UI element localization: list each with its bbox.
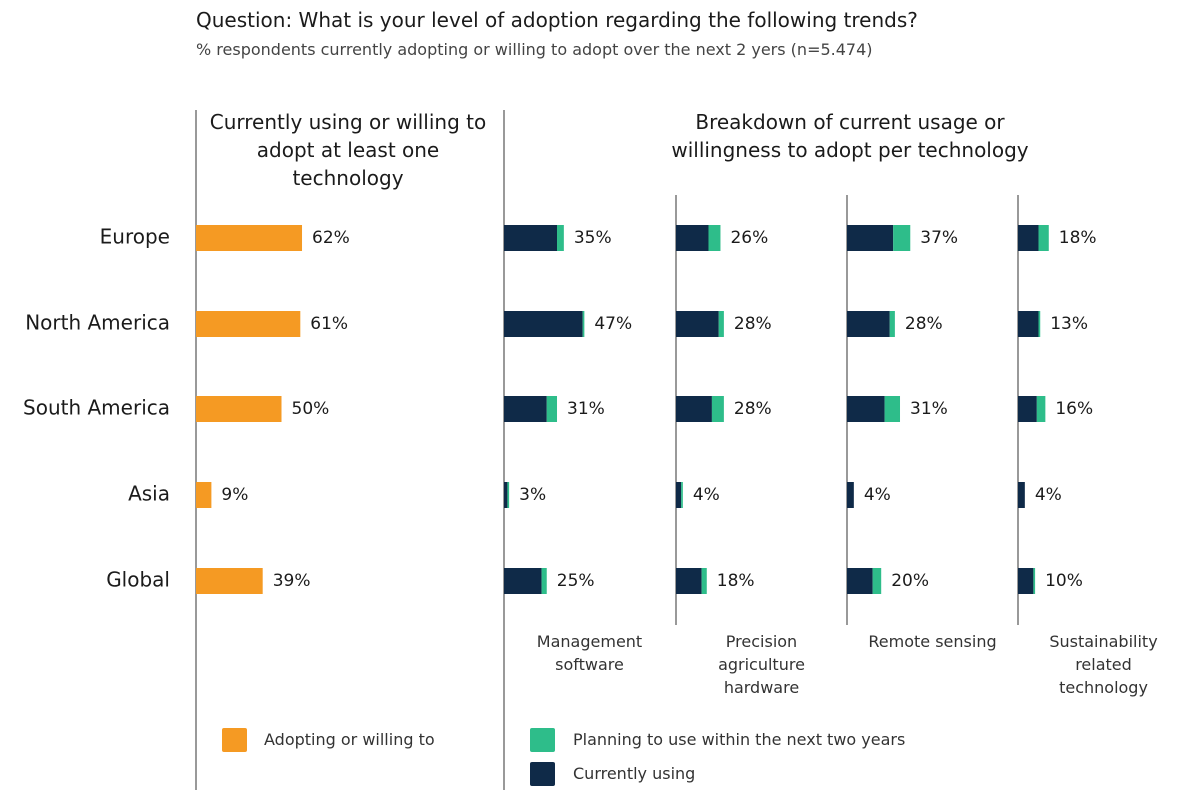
bar	[196, 311, 301, 337]
tech-label: Sustainability related technology	[1049, 632, 1158, 697]
bar-segment	[504, 482, 508, 508]
total-label: 31%	[567, 399, 605, 419]
total-label: 31%	[910, 399, 948, 419]
bar-segment	[847, 311, 890, 337]
bar-segment	[884, 396, 901, 422]
bar-segment	[676, 311, 719, 337]
bar-segment	[507, 482, 510, 508]
total-label: 4%	[1035, 485, 1062, 505]
total-label: 37%	[920, 228, 958, 248]
total-label: 26%	[730, 228, 768, 248]
legend-swatch	[530, 762, 555, 786]
bar-segment	[893, 225, 911, 251]
bar-segment	[708, 225, 721, 251]
value-label: 61%	[310, 314, 348, 334]
bar-segment	[847, 396, 885, 422]
panel-title: Currently using or willing to adopt at l…	[209, 110, 487, 190]
bar-segment	[1038, 311, 1041, 337]
bar-segment	[701, 568, 707, 594]
bar	[196, 568, 263, 594]
total-label: 3%	[519, 485, 546, 505]
bar-segment	[504, 396, 547, 422]
bar-segment	[676, 225, 709, 251]
total-label: 20%	[891, 571, 929, 591]
total-label: 18%	[717, 571, 755, 591]
legend-label: Adopting or willing to	[264, 730, 435, 749]
category-label: Global	[106, 568, 170, 592]
total-label: 13%	[1050, 314, 1088, 334]
category-label: South America	[23, 396, 170, 420]
bar-segment	[1036, 396, 1046, 422]
total-label: 25%	[557, 571, 595, 591]
bar-segment	[582, 311, 585, 337]
total-label: 4%	[864, 485, 891, 505]
bar-segment	[504, 225, 558, 251]
panel-title: Breakdown of current usage or willingnes…	[671, 110, 1029, 162]
bar-segment	[847, 225, 894, 251]
bar-segment	[504, 311, 583, 337]
bar-segment	[546, 396, 558, 422]
total-label: 47%	[594, 314, 632, 334]
bar-segment	[718, 311, 724, 337]
legend-swatch	[222, 728, 247, 752]
tech-label: Management software	[536, 632, 643, 674]
bar-segment	[1018, 225, 1039, 251]
legend-label: Planning to use within the next two year…	[573, 730, 906, 749]
subtitle: % respondents currently adopting or will…	[196, 40, 873, 59]
value-label: 9%	[221, 485, 248, 505]
legend-swatch	[530, 728, 555, 752]
bar-segment	[681, 482, 683, 508]
bar-segment	[872, 568, 882, 594]
bar-segment	[847, 482, 854, 508]
total-label: 10%	[1045, 571, 1083, 591]
bar-segment	[676, 396, 712, 422]
total-label: 16%	[1055, 399, 1093, 419]
total-label: 28%	[905, 314, 943, 334]
bar-segment	[1018, 396, 1037, 422]
total-label: 18%	[1059, 228, 1097, 248]
bar-segment	[847, 568, 873, 594]
legend-label: Currently using	[573, 764, 696, 783]
tech-label: Precision agriculture hardware	[718, 632, 805, 697]
total-label: 4%	[693, 485, 720, 505]
tech-label: Remote sensing	[868, 632, 997, 651]
bar-segment	[889, 311, 895, 337]
bar-segment	[1018, 568, 1034, 594]
value-label: 62%	[312, 228, 350, 248]
category-label: Asia	[128, 482, 170, 506]
value-label: 39%	[273, 571, 311, 591]
bar-segment	[557, 225, 564, 251]
value-label: 50%	[292, 399, 330, 419]
bar	[196, 482, 212, 508]
bar	[196, 225, 303, 251]
category-label: Europe	[100, 225, 170, 249]
bar-segment	[711, 396, 724, 422]
bar-segment	[1018, 311, 1039, 337]
total-label: 28%	[734, 314, 772, 334]
bar-segment	[1038, 225, 1049, 251]
bar-segment	[676, 482, 682, 508]
title: Question: What is your level of adoption…	[196, 8, 918, 32]
total-label: 35%	[574, 228, 612, 248]
bar-segment	[1018, 482, 1025, 508]
bar-segment	[504, 568, 542, 594]
bar-segment	[1033, 568, 1036, 594]
bar-segment	[676, 568, 702, 594]
total-label: 28%	[734, 399, 772, 419]
bar-segment	[541, 568, 547, 594]
bar	[196, 396, 282, 422]
category-label: North America	[25, 311, 170, 335]
